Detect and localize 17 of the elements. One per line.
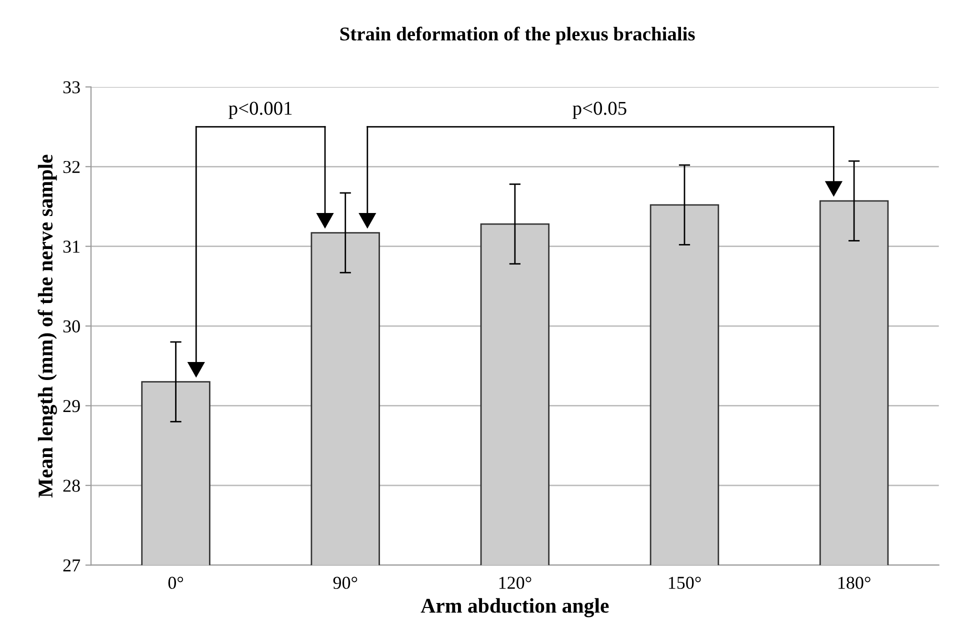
y-tick-label: 32 (63, 160, 80, 174)
y-tick-label: 33 (63, 81, 80, 94)
y-tick-label: 30 (63, 320, 80, 332)
y-tick-label: 29 (63, 400, 80, 412)
x-tick-label: 180° (838, 576, 870, 589)
annotation: p<0.001 (228, 102, 292, 119)
y-tick-label: 28 (63, 480, 80, 492)
y-axis-title: Mean length (mm) of the nerve sample (38, 154, 57, 498)
x-tick-label: 0° (168, 576, 184, 589)
x-axis-title: Arm abduction angle (420, 598, 609, 618)
x-tick-label: 120° (499, 576, 532, 589)
x-tick-label: 90° (333, 576, 358, 589)
annotation: p<0.05 (572, 102, 626, 119)
y-tick-label: 31 (63, 240, 80, 253)
x-tick-label: 150° (668, 576, 701, 589)
y-tick-label: 27 (63, 559, 80, 572)
chart-title: Strain deformation of the plexus brachialis (340, 26, 695, 45)
